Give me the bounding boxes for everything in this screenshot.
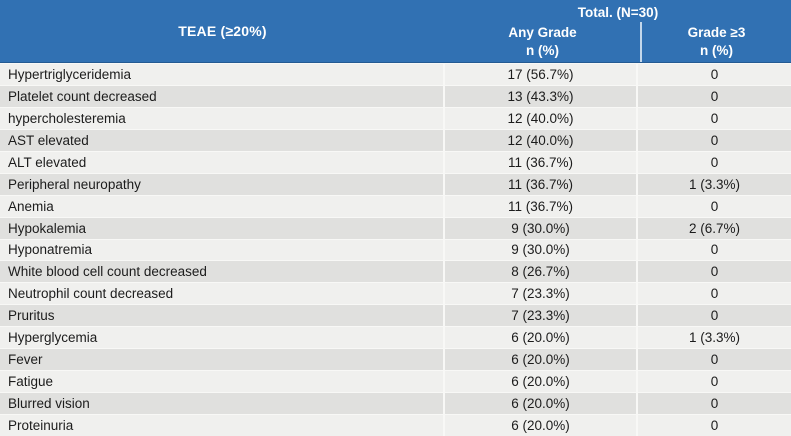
teae-name-cell: Blurred vision [0,393,445,414]
teae-name-cell: hypercholesteremia [0,107,445,129]
table-row: Hypertriglyceridemia 17 (56.7%) 0 [0,63,791,85]
any-grade-cell: 11 (36.7%) [445,195,638,217]
table-row: Proteinuria 6 (20.0%) 0 [0,414,791,436]
grade3-cell: 0 [710,374,719,390]
teae-column-header: TEAE (≥20%) [178,23,267,39]
table-row: Hyponatremia 9 (30.0%) 0 [0,238,791,261]
grade3-cell: 0 [710,132,719,148]
table-row: Fatigue 6 (20.0%) 0 [0,370,791,393]
any-grade-cell: 17 (56.7%) [445,64,638,85]
any-grade-cell: 9 (30.0%) [445,217,638,239]
grade3-cell: 1 (3.3%) [688,176,741,192]
any-grade-npct-label: n (%) [526,43,559,58]
teae-name-cell: ALT elevated [0,151,445,173]
teae-name-cell: AST elevated [0,129,445,151]
grade3-cell: 0 [710,242,719,258]
teae-name-cell: Fever [0,349,445,371]
teae-name-cell: Proteinuria [0,415,445,436]
teae-name-cell: Anemia [0,195,445,217]
table-row: Anemia 11 (36.7%) 0 [0,194,791,217]
grade3-cell: 0 [710,264,719,280]
grade3-cell: 0 [710,352,719,368]
any-grade-cell: 12 (40.0%) [445,107,638,129]
any-grade-cell: 9 (30.0%) [445,239,638,261]
any-grade-cell: 13 (43.3%) [445,85,638,107]
any-grade-cell: 8 (26.7%) [445,261,638,283]
grade3-cell: 0 [710,110,719,126]
teae-name-cell: Fatigue [0,371,445,393]
table-row: Peripheral neuropathy 11 (36.7%) 1 (3.3%) [0,172,791,195]
table-row: Platelet count decreased 13 (43.3%) 0 [0,84,791,107]
any-grade-cell: 6 (20.0%) [445,393,638,414]
any-grade-cell: 7 (23.3%) [445,305,638,327]
teae-name-cell: Hypertriglyceridemia [0,64,445,85]
teae-name-cell: Platelet count decreased [0,85,445,107]
grade3-column-header: Grade ≥3 n (%) [640,22,791,62]
grade3-cell: 0 [710,198,719,214]
grade3-cell: 0 [710,66,719,82]
any-grade-cell: 6 (20.0%) [445,415,638,436]
table-body: Hypertriglyceridemia 17 (56.7%) 0 Platelet … [0,63,791,436]
teae-name-cell: White blood cell count decreased [0,261,445,283]
any-grade-cell: 11 (36.7%) [445,173,638,195]
grade3-cell: 0 [710,396,719,412]
any-grade-cell: 7 (23.3%) [445,283,638,305]
table-row: Neutrophil count decreased 7 (23.3%) 0 [0,282,791,305]
teae-name-cell: Peripheral neuropathy [0,173,445,195]
teae-name-cell: Neutrophil count decreased [0,283,445,305]
any-grade-cell: 12 (40.0%) [445,129,638,151]
table-row: hypercholesteremia 12 (40.0%) 0 [0,106,791,129]
total-group-header: Total. (N=30) [577,5,659,20]
table-row: AST elevated 12 (40.0%) 0 [0,128,791,151]
table-row: Blurred vision 6 (20.0%) 0 [0,392,791,414]
table-row: Hypokalemia 9 (30.0%) 2 (6.7%) [0,216,791,239]
total-column-group: Total. (N=30) Any Grade n (%) Grade ≥3 n… [445,0,791,62]
any-grade-cell: 11 (36.7%) [445,151,638,173]
grade3-cell: 0 [710,88,719,104]
any-grade-cell: 6 (20.0%) [445,371,638,393]
table-row: Pruritus 7 (23.3%) 0 [0,304,791,327]
table-row: Hyperglycemia 6 (20.0%) 1 (3.3%) [0,326,791,349]
teae-name-cell: Hyponatremia [0,239,445,261]
grade3-cell: 0 [710,286,719,302]
grade3-cell: 0 [710,417,719,433]
grade3-npct-label: n (%) [700,43,733,58]
teae-name-cell: Hypokalemia [0,217,445,239]
any-grade-cell: 6 (20.0%) [445,327,638,349]
grade3-cell: 2 (6.7%) [688,220,741,236]
teae-name-cell: Hyperglycemia [0,327,445,349]
table-header: TEAE (≥20%) Total. (N=30) Any Grade n (%… [0,0,791,63]
grade3-cell: 0 [710,154,719,170]
grade3-cell: 1 (3.3%) [688,330,741,346]
table-row: White blood cell count decreased 8 (26.7%… [0,260,791,283]
grade3-label: Grade ≥3 [687,25,746,40]
subcolumn-headers: Any Grade n (%) Grade ≥3 n (%) [445,22,791,62]
any-grade-label: Any Grade [508,25,577,40]
teae-name-cell: Pruritus [0,305,445,327]
grade3-cell: 0 [710,308,719,324]
table-row: Fever 6 (20.0%) 0 [0,348,791,371]
table-row: ALT elevated 11 (36.7%) 0 [0,150,791,173]
any-grade-cell: 6 (20.0%) [445,349,638,371]
any-grade-column-header: Any Grade n (%) [445,22,640,62]
